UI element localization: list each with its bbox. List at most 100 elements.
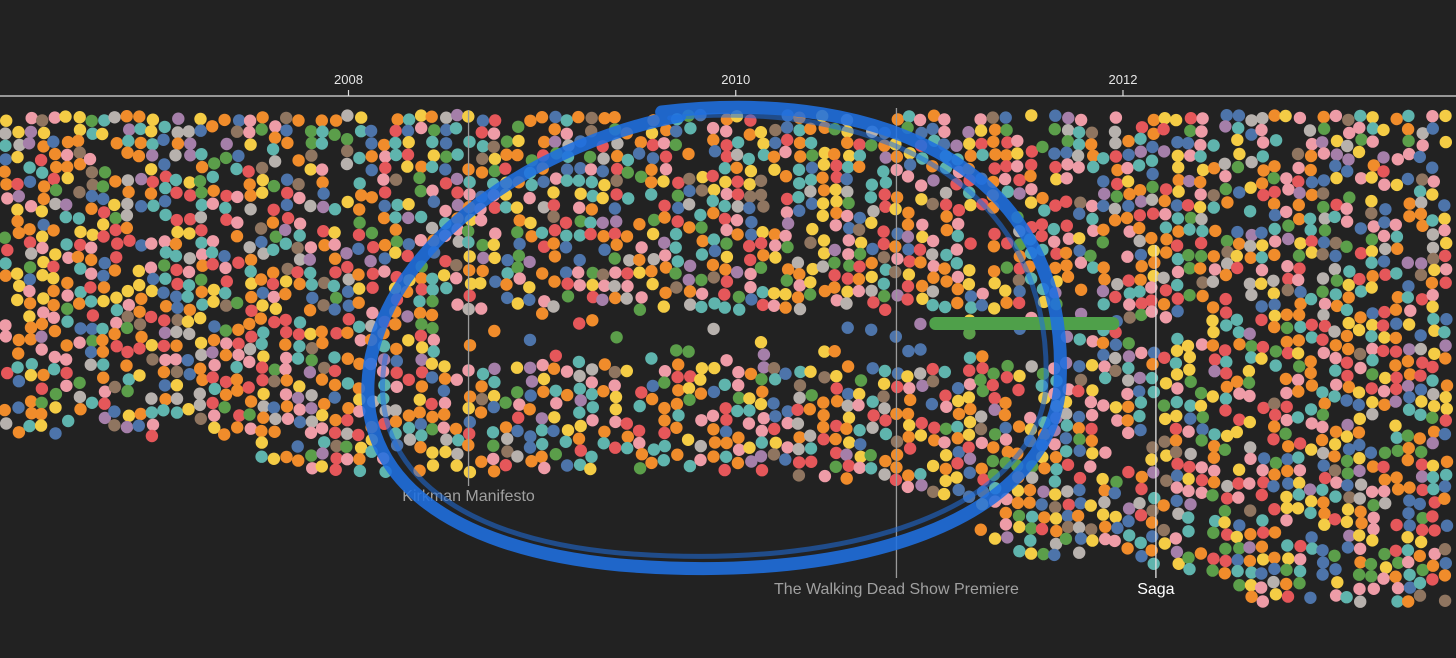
issue-dot [1133, 221, 1146, 235]
issue-dot [1367, 220, 1380, 233]
issue-dot [1061, 270, 1075, 283]
issue-dot [1159, 311, 1173, 324]
issue-dot [133, 318, 147, 331]
issue-dot [963, 364, 976, 377]
issue-dot [732, 290, 746, 304]
issue-dot [731, 200, 744, 213]
issue-dot [1158, 537, 1172, 550]
issue-dot [511, 226, 524, 239]
issue-dot [938, 125, 951, 139]
issue-dot [987, 135, 1000, 148]
issue-dot [1099, 532, 1112, 546]
issue-dot [940, 248, 953, 262]
issue-dot [830, 171, 843, 184]
issue-dot [926, 375, 940, 388]
issue-dot [425, 397, 438, 411]
issue-dot [1402, 507, 1415, 520]
issue-dot [73, 376, 86, 389]
issue-dot [1120, 211, 1134, 225]
issue-dot [512, 249, 526, 262]
issue-dot [1303, 483, 1317, 496]
issue-dot [916, 230, 929, 244]
issue-dot [1403, 197, 1416, 210]
issue-dot [146, 353, 159, 366]
issue-dot [0, 127, 12, 140]
issue-dot [1392, 556, 1405, 569]
issue-dot [658, 439, 671, 453]
issue-dot [415, 429, 428, 442]
issue-dot [718, 378, 731, 391]
issue-dot [755, 424, 768, 438]
issue-dot [97, 269, 110, 283]
issue-dot [1317, 496, 1330, 509]
issue-dot [377, 211, 391, 225]
issue-dot [47, 260, 60, 273]
issue-dot [672, 384, 685, 397]
issue-dot [305, 389, 318, 402]
issue-dot [694, 453, 707, 467]
issue-dot [0, 139, 12, 152]
issue-dot [426, 184, 439, 197]
issue-dot [1378, 331, 1391, 344]
issue-dot [0, 178, 13, 191]
issue-dot [1366, 135, 1379, 148]
issue-dot [1171, 149, 1185, 162]
issue-dot [1342, 316, 1355, 330]
issue-dot [415, 366, 429, 379]
issue-dot [574, 215, 587, 228]
issue-dot [1172, 507, 1185, 520]
issue-dot [37, 126, 51, 140]
issue-dot [463, 188, 476, 201]
issue-dot [159, 181, 172, 195]
issue-dot [1280, 501, 1294, 515]
issue-dot [927, 485, 940, 498]
issue-dot [330, 452, 343, 465]
issue-dot [731, 228, 744, 241]
issue-dot [548, 224, 562, 237]
issue-dot [315, 422, 329, 435]
issue-dot [268, 363, 281, 376]
issue-dot [1220, 380, 1234, 394]
issue-dot [1403, 581, 1417, 594]
issue-dot [1099, 446, 1112, 459]
issue-dot [1084, 395, 1098, 409]
issue-dot [1292, 161, 1305, 175]
issue-dot [1231, 225, 1244, 239]
issue-dot [1245, 351, 1258, 364]
issue-dot [317, 187, 330, 200]
issue-dot [903, 255, 916, 268]
issue-dot [1280, 490, 1293, 504]
issue-dot [1157, 123, 1170, 136]
issue-dot [12, 190, 25, 203]
issue-dot [669, 241, 682, 254]
issue-dot [1329, 425, 1343, 438]
issue-dot [451, 298, 464, 311]
issue-dot [1182, 525, 1195, 538]
issue-dot [1233, 186, 1246, 199]
issue-dot [243, 408, 256, 421]
issue-dot [1268, 526, 1282, 539]
issue-dot [182, 265, 196, 279]
issue-dot [1035, 522, 1049, 536]
issue-dot [1257, 476, 1270, 489]
issue-dot [232, 323, 245, 336]
issue-dot [549, 110, 562, 124]
issue-dot [110, 251, 123, 264]
issue-dot [610, 238, 623, 251]
issue-dot [1438, 543, 1452, 556]
issue-dot [769, 136, 782, 150]
issue-dot [1428, 496, 1442, 509]
issue-dot [477, 251, 490, 265]
issue-dot [108, 327, 121, 341]
issue-dot [243, 342, 257, 356]
issue-dot [1402, 595, 1415, 608]
issue-dot [1291, 147, 1305, 161]
issue-dot [1086, 534, 1099, 547]
issue-dot [438, 360, 451, 373]
issue-dot [756, 298, 770, 312]
issue-dot [1367, 582, 1381, 595]
issue-dot [195, 236, 208, 250]
issue-dot [596, 268, 610, 281]
issue-dot [938, 365, 951, 379]
issue-dot [1401, 123, 1415, 136]
